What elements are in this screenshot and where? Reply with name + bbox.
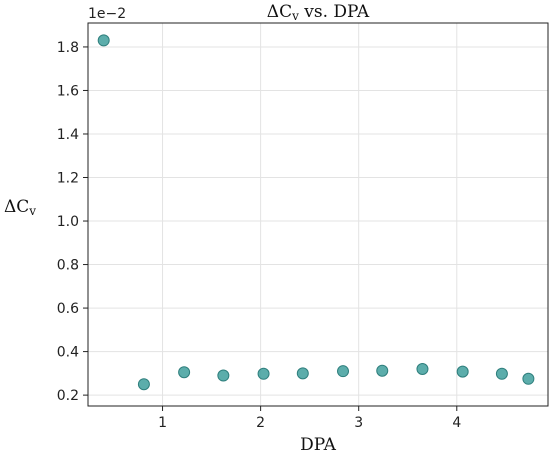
x-axis-label: DPA xyxy=(300,435,337,454)
data-point xyxy=(97,34,110,47)
x-axis: 1 2 3 4 xyxy=(158,406,461,431)
y-tick-label: 0.2 xyxy=(57,388,79,404)
data-point xyxy=(137,378,150,391)
grid xyxy=(88,23,548,406)
data-point xyxy=(376,364,389,377)
y-tick-label: 1.2 xyxy=(57,171,79,187)
data-points xyxy=(97,34,535,391)
x-tick-label: 2 xyxy=(256,415,265,431)
y-tick-label: 1.6 xyxy=(57,83,79,99)
y-tick-label: 0.4 xyxy=(57,345,79,361)
plot-area xyxy=(87,22,549,407)
chart-title: ΔCv vs. DPA xyxy=(267,2,370,23)
y-tick-label: 1.4 xyxy=(57,127,79,143)
data-point xyxy=(178,366,191,379)
y-tick-label: 0.8 xyxy=(57,258,79,274)
data-point xyxy=(495,367,508,380)
y-axis-label: ΔCv xyxy=(4,197,36,218)
y-axis-multiplier: 1e−2 xyxy=(88,6,126,22)
data-point xyxy=(522,372,535,385)
x-tick-label: 1 xyxy=(158,415,167,431)
y-tick-label: 1.8 xyxy=(57,40,79,56)
y-tick-label: 0.6 xyxy=(57,301,79,317)
y-axis: 0.2 0.4 0.6 0.8 1.0 1.2 1.4 1.6 1.8 xyxy=(57,40,88,404)
data-point xyxy=(416,363,429,376)
data-point xyxy=(456,365,469,378)
data-point xyxy=(296,367,309,380)
data-point xyxy=(257,367,270,380)
data-point xyxy=(217,369,230,382)
y-tick-label: 1.0 xyxy=(57,214,79,230)
x-tick-label: 3 xyxy=(354,415,363,431)
data-point xyxy=(337,365,350,378)
x-tick-label: 4 xyxy=(452,415,461,431)
